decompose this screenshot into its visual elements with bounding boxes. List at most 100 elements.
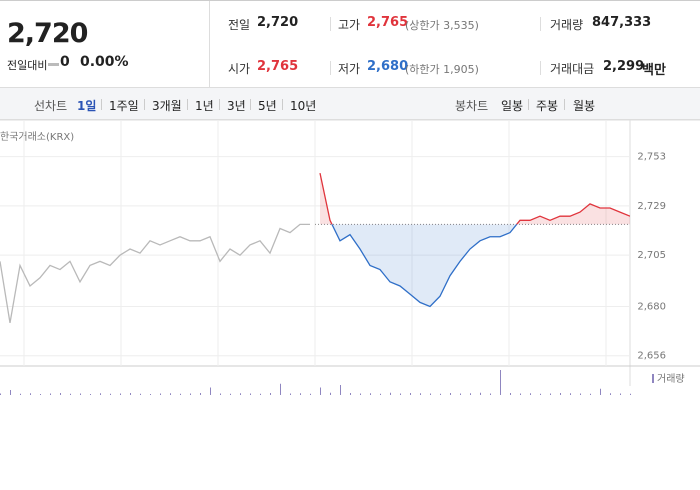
volume-bar <box>480 392 481 395</box>
tab[interactable]: 1년 <box>195 99 214 113</box>
legend-label: 거래량 <box>657 373 685 385</box>
price: 2,720 <box>7 18 88 49</box>
tab[interactable]: 월봉 <box>573 99 596 113</box>
volume-bar <box>390 392 391 395</box>
legend-swatch <box>652 374 654 383</box>
volume-bar <box>450 393 451 395</box>
volume-bar <box>440 393 441 395</box>
volume-bar <box>280 383 281 395</box>
volume-bar <box>610 393 611 395</box>
volume-bar <box>340 385 341 395</box>
volume-bar <box>240 393 241 395</box>
stat-value: 2,720 <box>257 15 299 30</box>
volume-bar <box>70 393 71 395</box>
tab-group-label: 선차트 <box>34 99 68 113</box>
flat-icon <box>48 63 59 66</box>
tab[interactable]: 10년 <box>290 99 317 113</box>
volume-bar <box>230 393 231 395</box>
volume-bar <box>150 394 151 395</box>
change: 0 <box>60 54 70 70</box>
volume-bar <box>90 394 91 395</box>
volume-bar <box>630 393 631 395</box>
volume-bar <box>510 393 511 395</box>
change-label: 전일대비 <box>7 59 48 72</box>
volume-bar <box>110 393 111 395</box>
tab[interactable]: 3개월 <box>152 99 182 113</box>
y-tick-label: 2,656 <box>637 351 666 362</box>
stat-label: 고가 <box>338 18 361 32</box>
stat-note: (상한가 3,535) <box>405 19 479 32</box>
stat-label: 저가 <box>338 62 361 76</box>
area-down <box>331 224 517 307</box>
volume-bar <box>30 393 31 395</box>
tab[interactable]: 1일 <box>77 99 97 113</box>
volume-bar <box>620 393 621 395</box>
area-up <box>320 173 630 225</box>
volume-bar <box>470 393 471 395</box>
volume-bar <box>410 393 411 395</box>
stat-value: 847,333 <box>592 15 652 30</box>
tab[interactable]: 3년 <box>227 99 246 113</box>
volume-bar <box>430 393 431 395</box>
volume-bar <box>100 393 101 395</box>
volume-bar <box>170 393 171 395</box>
volume-bar <box>570 393 571 395</box>
volume-bar <box>210 387 211 395</box>
line <box>0 223 310 324</box>
y-tick-label: 2,680 <box>637 301 666 312</box>
volume-bar <box>550 393 551 395</box>
stat-label: 전일 <box>228 18 251 32</box>
volume-bar <box>520 393 521 395</box>
y-tick-label: 2,705 <box>637 250 666 261</box>
volume-bar <box>320 387 321 395</box>
line-up <box>319 172 630 225</box>
volume-bar <box>200 393 201 395</box>
volume-bar <box>380 393 381 395</box>
volume-bar <box>0 393 1 395</box>
volume-bar <box>140 393 141 395</box>
stat-value: 2,299 <box>603 59 645 74</box>
volume-bar <box>330 392 331 395</box>
line-down <box>331 224 518 308</box>
source: 한국거래소(KRX) <box>0 131 74 143</box>
tab[interactable]: 일봉 <box>501 99 524 113</box>
volume-bar <box>130 393 131 395</box>
tab[interactable]: 주봉 <box>536 99 559 113</box>
volume-bar <box>270 393 271 395</box>
stat-label: 거래대금 <box>550 62 595 76</box>
volume-bar <box>460 393 461 395</box>
stat-value: 2,680 <box>367 59 409 74</box>
stat-label: 시가 <box>228 62 251 76</box>
change-rate: 0.00% <box>80 54 129 70</box>
volume-bar <box>580 393 581 395</box>
volume-bar <box>300 393 301 395</box>
volume-bar <box>560 393 561 395</box>
volume-bar <box>490 393 491 395</box>
volume-bar <box>530 393 531 395</box>
volume-bar <box>260 393 261 395</box>
price-box: 2,720 전일대비 0 0.00% <box>0 1 210 88</box>
volume-bar <box>540 393 541 395</box>
volume-bar <box>160 393 161 395</box>
tab-group-label: 봉차트 <box>455 99 489 113</box>
volume-bar <box>50 393 51 395</box>
y-tick-label: 2,753 <box>637 152 666 163</box>
volume-bar <box>120 393 121 395</box>
stat-label: 거래량 <box>550 18 584 32</box>
stat-unit: 백만 <box>642 63 666 78</box>
stat-value: 2,765 <box>257 59 299 74</box>
volume-bar <box>600 388 601 395</box>
volume-bar <box>290 393 291 395</box>
tab[interactable]: 1주일 <box>109 99 139 113</box>
tab[interactable]: 5년 <box>258 99 277 113</box>
volume-bar <box>360 393 361 395</box>
volume-bar <box>420 393 421 395</box>
summary: 2,720 전일대비 0 0.00% 전일 2,720 고가 2,765 (상한… <box>0 0 700 88</box>
volume-bar <box>400 393 401 395</box>
volume-bar <box>220 393 221 395</box>
volume-bar <box>40 394 41 395</box>
volume-bar <box>250 393 251 395</box>
volume-bar <box>60 393 61 395</box>
volume-bar <box>10 390 11 395</box>
volume-bar <box>350 393 351 395</box>
